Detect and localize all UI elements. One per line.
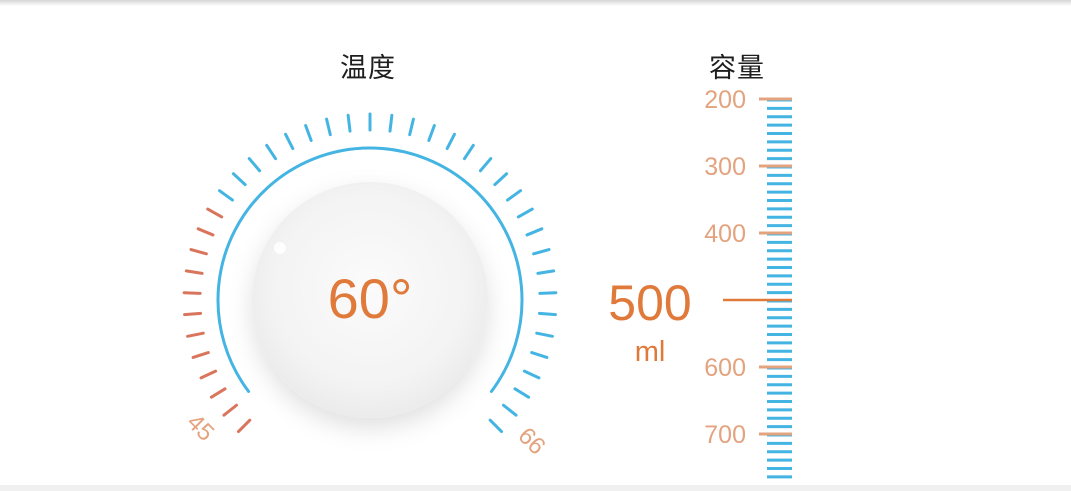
temperature-tick (182, 291, 202, 295)
temperature-dial[interactable]: 45 99 (181, 112, 558, 459)
temperature-tick (231, 172, 247, 187)
volume-value: 500 (608, 275, 692, 331)
temperature-tick (532, 248, 551, 256)
temperature-tick (346, 113, 352, 133)
temperature-tick (199, 369, 218, 380)
temperature-tick (488, 418, 504, 434)
temperature-tick (445, 132, 456, 151)
temperature-arc (216, 146, 524, 393)
volume-scale-label: 400 (704, 220, 746, 248)
temperature-min-label: 45 (181, 409, 219, 447)
temperature-tick (525, 227, 544, 237)
temperature-tick (218, 189, 234, 202)
temperature-tick (493, 172, 509, 187)
temperature-tick (222, 403, 238, 417)
temperature-tick (506, 189, 522, 202)
volume-major-ticks: 200 300 400 600 700 (704, 86, 792, 449)
temperature-tick (265, 143, 278, 161)
volume-ruler[interactable]: 200 300 400 600 700 (704, 86, 792, 479)
temperature-title: 温度 (340, 53, 396, 84)
temperature-tick (191, 351, 210, 359)
temperature-tick (284, 132, 295, 151)
volume-scale-label: 600 (704, 354, 746, 382)
temperature-value: 60° (327, 267, 413, 330)
temperature-tick (184, 269, 204, 275)
volume-scale-label: 700 (704, 421, 746, 449)
volume-title: 容量 (709, 53, 765, 84)
temperature-tick (530, 351, 549, 359)
knob-indicator-dot[interactable] (273, 242, 286, 254)
temperature-tick (513, 387, 531, 399)
temperature-tick (209, 387, 227, 399)
temperature-knob[interactable] (252, 182, 488, 418)
temperature-tick (462, 143, 475, 161)
temperature-tick (408, 117, 415, 137)
volume-scale-label: 200 (704, 86, 746, 114)
temperature-tick (535, 331, 554, 338)
temperature-tick (247, 157, 262, 173)
temperature-max-label: 99 (514, 421, 552, 459)
temperature-tick (196, 227, 215, 237)
temperature-tick (522, 369, 541, 380)
temperature-tick (478, 157, 493, 173)
temperature-tick (183, 311, 203, 317)
temperature-tick (536, 269, 556, 275)
temperature-tick-marks (182, 112, 558, 434)
temperature-tick (186, 331, 205, 338)
temperature-tick (304, 123, 313, 143)
temperature-tick (538, 291, 558, 295)
temperature-tick (516, 207, 534, 219)
volume-minor-ticks (767, 98, 792, 479)
temperature-tick (388, 113, 394, 133)
temperature-tick (189, 248, 208, 256)
temperature-tick (427, 123, 436, 143)
temperature-tick (206, 207, 224, 219)
bottom-bar (0, 485, 1071, 491)
temperature-tick (502, 403, 518, 417)
temperature-tick (537, 311, 557, 317)
top-shadow (0, 0, 1071, 6)
temperature-tick (325, 117, 332, 137)
volume-scale-label: 300 (704, 153, 746, 181)
volume-unit: ml (634, 336, 666, 368)
temperature-tick (236, 418, 252, 434)
